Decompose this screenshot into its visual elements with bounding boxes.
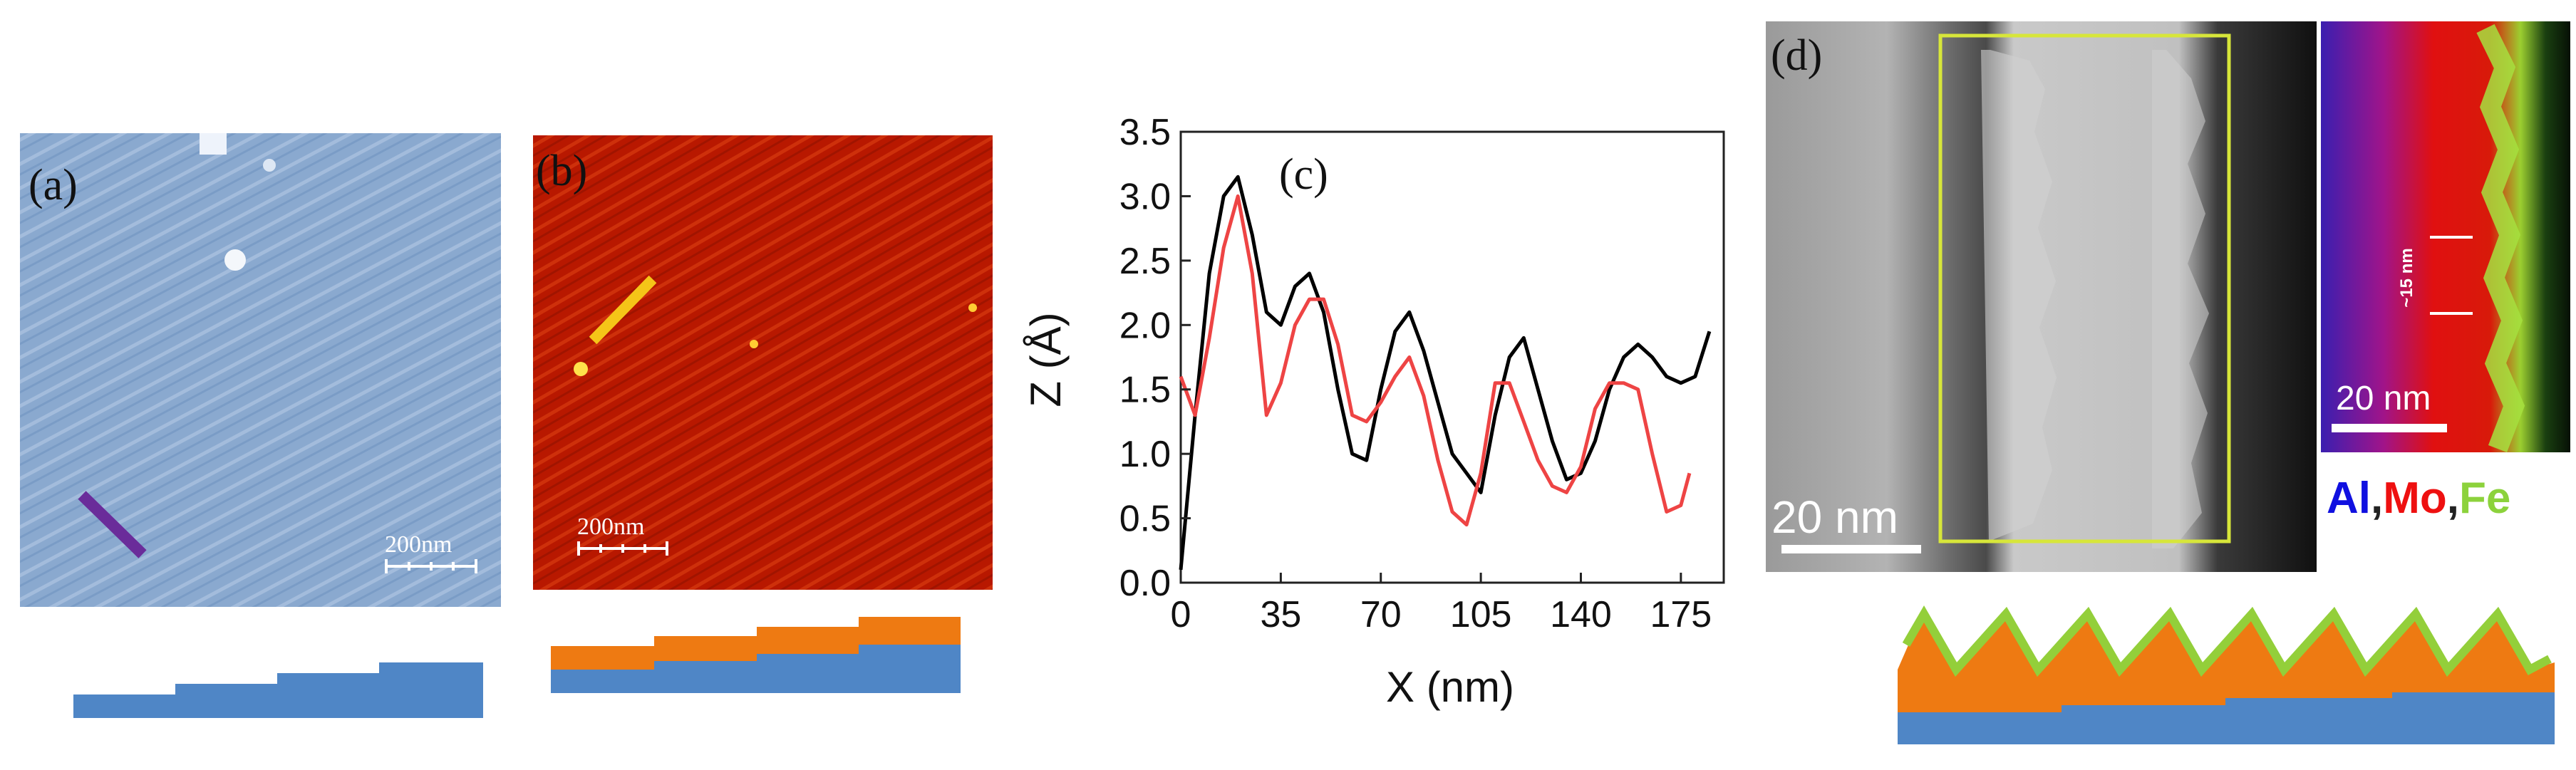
eds-fe-ridge (2476, 24, 2525, 453)
eds-map: ~15 nm 20 nm (2321, 21, 2570, 453)
y-tick-label: 0.0 (1119, 563, 1171, 604)
legend-al: Al,Mo,Fe (2327, 474, 2510, 523)
x-tick-label: 105 (1450, 594, 1512, 635)
tem-scalebar (1781, 545, 1921, 553)
panel-b: (b) 200nm (533, 135, 993, 590)
substrate-steps (1898, 692, 2555, 744)
y-tick-label: 2.5 (1119, 241, 1171, 282)
legend-al-text: Al (2327, 474, 2371, 523)
panel-a-label: (a) (29, 161, 78, 209)
eds-legend: Al,Mo,Fe (2327, 474, 2510, 523)
x-tick-label: 35 (1260, 594, 1301, 635)
panel-c-label: (c) (1279, 150, 1328, 199)
scalebar-label-b: 200nm (577, 514, 644, 540)
scalebar-b (577, 541, 668, 556)
afm-particle (263, 159, 276, 172)
x-axis-label: X (nm) (1386, 663, 1514, 711)
x-tick-label: 175 (1650, 594, 1712, 635)
scalebar-label-a: 200nm (385, 531, 452, 558)
film-ripples-orange (1898, 609, 2555, 712)
tem-roi-box (1938, 33, 2231, 543)
substrate-steps (73, 662, 483, 718)
scalebar-a (385, 559, 477, 573)
y-tick-label: 2.0 (1119, 305, 1171, 346)
x-tick-label: 70 (1360, 594, 1402, 635)
line-profile-marker-yellow (589, 275, 657, 345)
afm-particle (200, 133, 227, 155)
afm-particle (224, 249, 246, 271)
y-tick-label: 1.0 (1119, 434, 1171, 475)
legend-comma: , (2371, 474, 2383, 523)
panel-a: (a) 200nm (20, 133, 501, 607)
y-tick-label: 3.5 (1119, 112, 1171, 153)
panel-d-label: (d) (1771, 31, 1822, 80)
step-schematic-b (551, 617, 961, 693)
y-axis-label: Z (Å) (1022, 312, 1070, 407)
legend-fe-text: Fe (2459, 474, 2510, 523)
fe-layer-green (1902, 605, 2552, 677)
ripple-schematic (1898, 605, 2555, 744)
series-line-red (1179, 194, 1692, 527)
step-schematic-a (73, 662, 483, 718)
legend-mo-text: Mo (2383, 474, 2447, 523)
legend-comma: , (2447, 474, 2459, 523)
period-annotation: ~15 nm (2397, 248, 2416, 307)
plot-frame (1179, 130, 1725, 584)
afm-image-a (20, 133, 501, 607)
axis-ticks: 0 35 70 105 140 175 0.0 0.5 1.0 1.5 2.0 2.5 3.0 3.5 (1119, 112, 1712, 635)
tem-film-edge (1981, 50, 2057, 541)
x-tick-label: 140 (1550, 594, 1612, 635)
panel-d: (d) 20 nm (1766, 21, 2317, 572)
afm-particle (968, 303, 977, 312)
eds-scalebar (2332, 424, 2447, 432)
y-tick-label: 3.0 (1119, 176, 1171, 217)
afm-particle (574, 362, 588, 376)
y-tick-label: 1.5 (1119, 370, 1171, 411)
tem-ripple-edge (2152, 50, 2209, 548)
panel-c-chart: 0 35 70 105 140 175 0.0 0.5 1.0 1.5 2.0 2.5 3.0 3.5 (… (1022, 112, 1725, 711)
afm-image-b (533, 135, 993, 590)
tem-scalebar-label: 20 nm (1771, 491, 1898, 543)
x-tick-label: 0 (1171, 594, 1191, 635)
y-tick-label: 0.5 (1119, 499, 1171, 540)
eds-scalebar-label: 20 nm (2336, 380, 2431, 417)
panel-b-label: (b) (536, 147, 587, 195)
afm-particle (750, 340, 758, 348)
series-line-black (1179, 175, 1712, 571)
line-profile-marker-purple (78, 491, 147, 558)
substrate-steps (551, 645, 961, 693)
period-marker (2430, 236, 2473, 315)
series-group (1179, 175, 1712, 571)
